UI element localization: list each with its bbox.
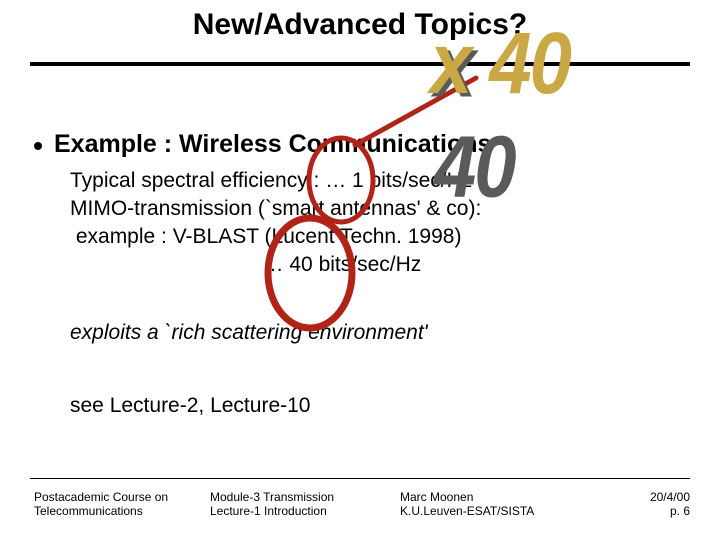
- footer-col-4: 20/4/00 p. 6: [650, 490, 690, 519]
- footer-col-2: Module-3 Transmission Lecture-1 Introduc…: [210, 490, 334, 519]
- bullet-dot-icon: [34, 142, 42, 150]
- footer-3b: K.U.Leuven-ESAT/SISTA: [400, 504, 534, 518]
- line-6: see Lecture-2, Lecture-10: [70, 393, 310, 419]
- bullet-text: Example : Wireless Communications: [54, 130, 491, 159]
- slide-title: New/Advanced Topics?: [0, 8, 720, 42]
- footer-col-1: Postacademic Course on Telecommunication…: [34, 490, 168, 519]
- slide: New/Advanced Topics? Example : Wireless …: [0, 0, 720, 540]
- footer-1a: Postacademic Course on: [34, 490, 168, 504]
- footer-col-3: Marc Moonen K.U.Leuven-ESAT/SISTA: [400, 490, 534, 519]
- footer-4b: p. 6: [650, 504, 690, 518]
- footer-1b: Telecommunications: [34, 504, 168, 518]
- line-5: exploits a `rich scattering environment': [70, 320, 428, 346]
- footer-2a: Module-3 Transmission: [210, 490, 334, 504]
- footer-3a: Marc Moonen: [400, 490, 534, 504]
- line-3: example : V-BLAST (Lucent Techn. 1998): [70, 224, 461, 250]
- footer-rule: [30, 478, 690, 479]
- line-2: MIMO-transmission (`smart antennas' & co…: [70, 196, 481, 222]
- callout-x40: x 40 x 40: [430, 13, 570, 113]
- callout-fill: x 40: [430, 15, 570, 113]
- footer-2b: Lecture-1 Introduction: [210, 504, 334, 518]
- line-1: Typical spectral efficiency : … 1 bits/s…: [70, 168, 472, 194]
- footer-4a: 20/4/00: [650, 490, 690, 504]
- bullet-row: Example : Wireless Communications: [34, 130, 491, 159]
- title-underline: [30, 62, 690, 66]
- line-4: … 40 bits/sec/Hz: [70, 252, 421, 278]
